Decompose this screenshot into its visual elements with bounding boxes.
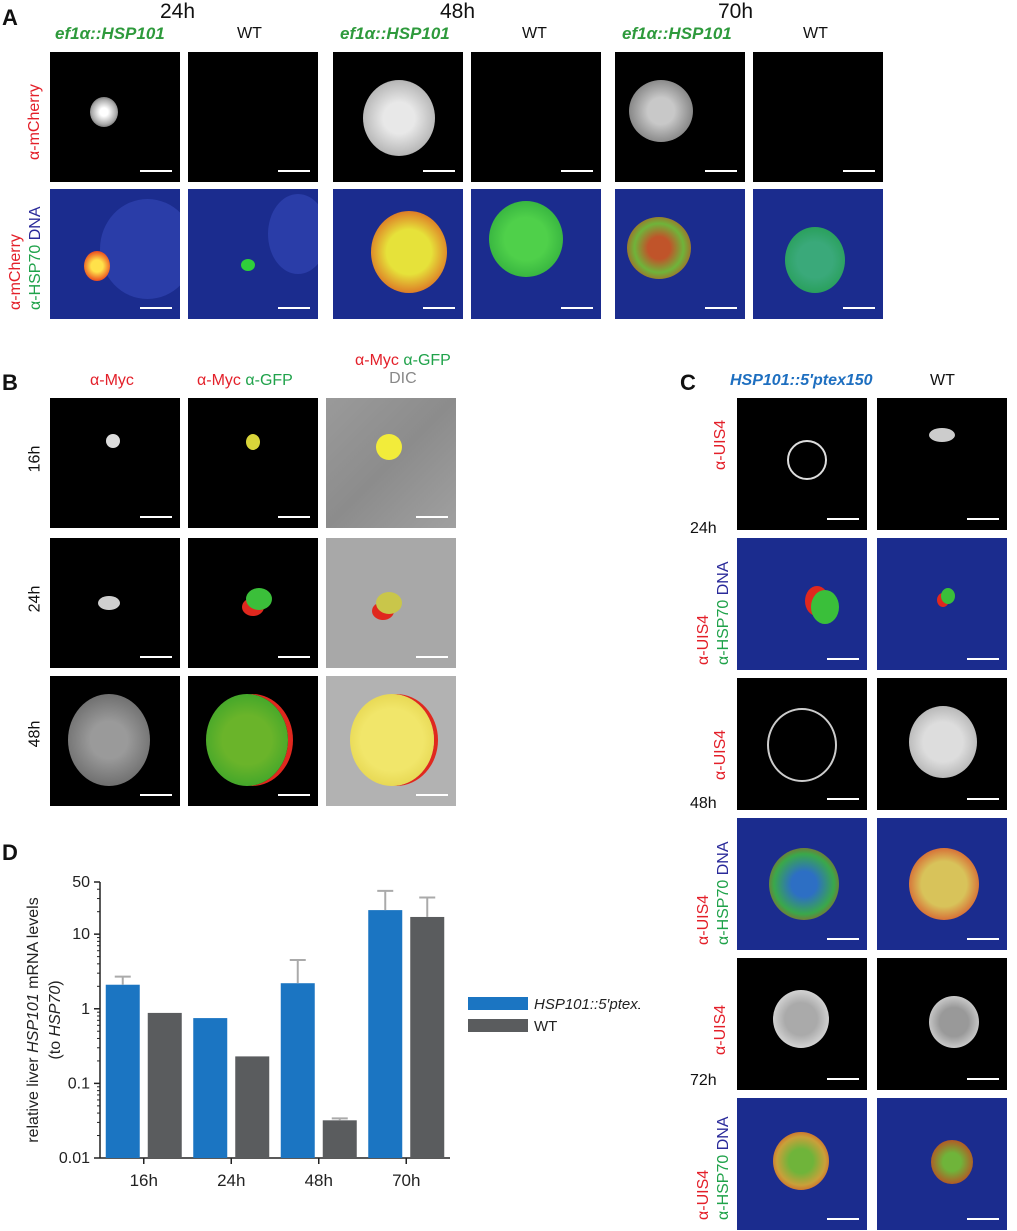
a-time-24h: 24h bbox=[160, 0, 196, 23]
x-tick-label: 48h bbox=[305, 1171, 333, 1190]
c-img-merge-24h-mut bbox=[737, 538, 867, 670]
a-time-70h: 70h bbox=[718, 0, 754, 23]
c-merge-label-3: α-UIS4 α-HSP70 DNA bbox=[695, 1116, 732, 1220]
a-img-merge-48h-wt bbox=[471, 189, 601, 319]
b-img-myc-24h bbox=[50, 538, 180, 668]
y-tick-label: 10 bbox=[72, 926, 90, 943]
bar-16h-1 bbox=[147, 1012, 182, 1158]
b-img-myc-gfp-24h bbox=[188, 538, 318, 668]
b-row-24h: 24h bbox=[26, 585, 44, 613]
c-img-uis4-24h-wt bbox=[877, 398, 1007, 530]
b-img-dic-24h bbox=[326, 538, 456, 668]
bar-24h-0 bbox=[193, 1018, 228, 1158]
y-tick-label: 50 bbox=[72, 874, 90, 891]
b-img-myc-48h bbox=[50, 676, 180, 806]
b-img-dic-48h bbox=[326, 676, 456, 806]
y-tick-label: 0.01 bbox=[59, 1150, 90, 1167]
c-img-uis4-72h-mut bbox=[737, 958, 867, 1090]
panel-a-letter: A bbox=[2, 5, 18, 30]
panel-c-letter: C bbox=[680, 370, 696, 395]
a-row1-label: α-mCherry bbox=[26, 84, 43, 160]
a-img-merge-24h-wt bbox=[188, 189, 318, 319]
a-img-merge-70h-ef1a bbox=[615, 189, 745, 319]
b-img-dic-16h bbox=[326, 398, 456, 528]
a-img-mcherry-48h-wt bbox=[471, 52, 601, 182]
a-img-mcherry-70h-wt bbox=[753, 52, 883, 182]
chart-d: 50 10 1 0.1 0.01 relative liver HSP101 mRNA l… bbox=[25, 874, 640, 1190]
bar-48h-0 bbox=[280, 983, 315, 1158]
bar-24h-1 bbox=[235, 1056, 270, 1158]
a-wt-label-1: WT bbox=[237, 25, 262, 42]
y-tick-label: 1 bbox=[81, 1001, 90, 1018]
x-tick-label: 70h bbox=[392, 1171, 420, 1190]
bar-16h-0 bbox=[105, 984, 140, 1158]
y-axis-label-sub: (to HSP70) bbox=[47, 980, 64, 1059]
legend-label-0: HSP101::5′ptex150 bbox=[534, 996, 640, 1013]
a-img-mcherry-24h-ef1a bbox=[50, 52, 180, 182]
a-img-mcherry-24h-wt bbox=[188, 52, 318, 182]
c-genotype-label: HSP101::5′ptex150 bbox=[730, 372, 873, 389]
legend-label-1: WT bbox=[534, 1018, 557, 1035]
c-uis4-label-3: α-UIS4 bbox=[712, 1004, 729, 1055]
legend-swatch-1 bbox=[468, 1019, 528, 1032]
a-img-merge-48h-ef1a bbox=[333, 189, 463, 319]
b-row-16h: 16h bbox=[26, 445, 44, 473]
b-img-myc-gfp-16h bbox=[188, 398, 318, 528]
b-row-48h: 48h bbox=[26, 720, 44, 748]
x-tick-label: 16h bbox=[130, 1171, 158, 1190]
b-img-myc-gfp-48h bbox=[188, 676, 318, 806]
a-img-mcherry-48h-ef1a bbox=[333, 52, 463, 182]
y-tick-label: 0.1 bbox=[68, 1075, 90, 1092]
legend-swatch-0 bbox=[468, 997, 528, 1010]
bar-48h-1 bbox=[322, 1120, 357, 1158]
b-img-myc-16h bbox=[50, 398, 180, 528]
c-img-uis4-48h-wt bbox=[877, 678, 1007, 810]
a-genotype-label-3: ef1α::HSP101 bbox=[622, 24, 732, 43]
b-col3-header: α-Myc α-GFP DIC bbox=[355, 352, 451, 387]
c-merge-label-1: α-UIS4 α-HSP70 DNA bbox=[695, 561, 732, 665]
c-img-merge-48h-wt bbox=[877, 818, 1007, 950]
a-wt-label-2: WT bbox=[522, 25, 547, 42]
a-genotype-label-2: ef1α::HSP101 bbox=[340, 24, 450, 43]
y-axis-label: relative liver HSP101 mRNA levels bbox=[25, 897, 42, 1142]
c-img-uis4-24h-mut bbox=[737, 398, 867, 530]
bar-70h-1 bbox=[410, 916, 445, 1158]
a-img-merge-24h-ef1a bbox=[50, 189, 180, 319]
b-col2-header: α-Myc α-GFP bbox=[197, 372, 293, 389]
c-img-uis4-72h-wt bbox=[877, 958, 1007, 1090]
c-uis4-label-2: α-UIS4 bbox=[712, 729, 729, 780]
c-merge-label-2: α-UIS4 α-HSP70 DNA bbox=[695, 841, 732, 945]
c-img-merge-24h-wt bbox=[877, 538, 1007, 670]
c-time-48h: 48h bbox=[690, 795, 717, 812]
x-tick-label: 24h bbox=[217, 1171, 245, 1190]
a-time-48h: 48h bbox=[440, 0, 476, 23]
a-img-merge-70h-wt bbox=[753, 189, 883, 319]
c-time-72h: 72h bbox=[690, 1072, 717, 1089]
a-genotype-label-1: ef1α::HSP101 bbox=[55, 24, 165, 43]
c-wt-label: WT bbox=[930, 372, 955, 389]
a-row2-label: α-mCherry α-HSP70 DNA bbox=[7, 206, 44, 310]
c-img-uis4-48h-mut bbox=[737, 678, 867, 810]
c-img-merge-72h-wt bbox=[877, 1098, 1007, 1230]
c-img-merge-48h-mut bbox=[737, 818, 867, 950]
bar-70h-0 bbox=[368, 910, 403, 1158]
c-uis4-label-1: α-UIS4 bbox=[712, 419, 729, 470]
panel-d-letter: D bbox=[2, 840, 18, 865]
c-time-24h: 24h bbox=[690, 520, 717, 537]
a-img-mcherry-70h-ef1a bbox=[615, 52, 745, 182]
c-img-merge-72h-mut bbox=[737, 1098, 867, 1230]
a-wt-label-3: WT bbox=[803, 25, 828, 42]
panel-b-letter: B bbox=[2, 370, 18, 395]
b-col1-header: α-Myc bbox=[90, 372, 134, 389]
